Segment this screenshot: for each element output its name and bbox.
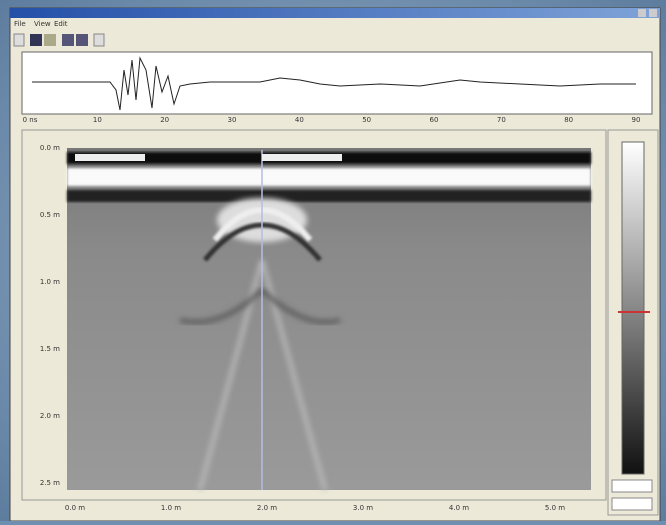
depth-axis-label: 0.5 m [40,211,60,219]
position-axis-label: 5.0 m [545,504,565,512]
trace-axis-label: 10 [93,116,102,124]
trace-panel [22,52,652,114]
option-box[interactable] [612,498,652,510]
tool-button[interactable] [44,34,56,46]
trace-axis-label: 30 [228,116,237,124]
trace-axis-label: 90 [632,116,641,124]
screen: File ViewEdit 0 ns 10 20 30 40 50 60 70 80 90 0.0 … [0,0,666,521]
page: {"window":{"menu":["File","View","Edit"]… [0,0,666,521]
tool-button[interactable] [30,34,42,46]
depth-axis-label: 1.5 m [40,345,60,353]
tool-button[interactable] [94,34,104,46]
trace-axis-label: 0 ns [23,116,38,124]
trace-axis-label: 60 [430,116,439,124]
close-button[interactable] [649,9,657,17]
title-bar [10,8,660,18]
color-scale [622,142,644,474]
position-axis-label: 0.0 m [65,504,85,512]
trace-axis-label: 80 [564,116,573,124]
position-axis-label: 4.0 m [449,504,469,512]
tool-button[interactable] [76,34,88,46]
tool-button[interactable] [14,34,24,46]
menu-item[interactable]: View [34,20,51,28]
position-axis-label: 3.0 m [353,504,373,512]
trace-axis-label: 20 [160,116,169,124]
trace-axis-label: 70 [497,116,506,124]
trace-axis-label: 40 [295,116,304,124]
tool-button[interactable] [62,34,74,46]
option-box[interactable] [612,480,652,492]
depth-axis-label: 0.0 m [40,144,60,152]
min-button[interactable] [638,9,646,17]
depth-axis-label: 2.5 m [40,479,60,487]
position-axis-label: 1.0 m [161,504,181,512]
depth-axis-label: 1.0 m [40,278,60,286]
trace-axis-label: 50 [362,116,371,124]
menu-item[interactable]: Edit [54,20,68,28]
position-axis-label: 2.0 m [257,504,277,512]
depth-axis-label: 2.0 m [40,412,60,420]
menu-item[interactable]: File [14,20,26,28]
